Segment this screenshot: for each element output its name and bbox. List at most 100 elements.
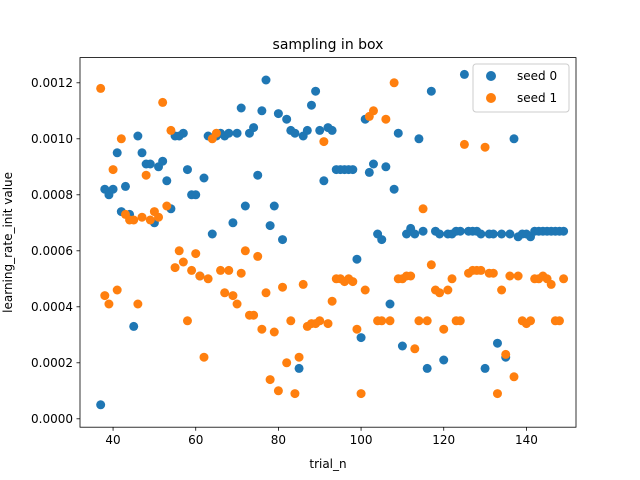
x-tick-label: 120 xyxy=(432,433,455,447)
data-point xyxy=(294,363,304,373)
y-tick-label: 0.0006 xyxy=(31,244,73,258)
data-point xyxy=(257,324,267,334)
data-point xyxy=(311,86,321,96)
y-axis: 0.0000 0.0002 0.0004 0.0006 0.0008 0.0010 0.00… xyxy=(31,76,80,426)
data-point xyxy=(249,310,259,320)
y-tick-label: 0.0008 xyxy=(31,188,73,202)
data-point xyxy=(178,128,188,138)
data-point xyxy=(410,229,420,239)
data-point xyxy=(480,142,490,152)
data-point xyxy=(158,156,168,166)
data-point xyxy=(509,372,519,382)
data-point xyxy=(145,159,155,169)
data-point xyxy=(207,229,217,239)
data-point xyxy=(323,319,333,329)
data-point xyxy=(302,125,312,135)
data-point xyxy=(513,271,523,281)
data-point xyxy=(290,389,300,399)
data-point xyxy=(364,167,374,177)
data-point xyxy=(158,97,168,107)
data-point xyxy=(385,299,395,309)
x-tick-label: 140 xyxy=(515,433,538,447)
series-seed-1 xyxy=(96,78,569,399)
data-point xyxy=(224,128,234,138)
data-point xyxy=(199,352,209,362)
data-point xyxy=(282,358,292,368)
plot-area xyxy=(96,69,569,410)
data-point xyxy=(154,212,164,222)
data-point xyxy=(381,162,391,172)
data-point xyxy=(501,349,511,359)
data-point xyxy=(505,229,515,239)
data-point xyxy=(356,389,366,399)
data-point xyxy=(116,134,126,144)
data-point xyxy=(488,229,498,239)
data-point xyxy=(273,386,283,396)
data-point xyxy=(426,260,436,270)
series-seed-0 xyxy=(96,69,569,410)
data-point xyxy=(141,170,151,180)
data-point xyxy=(195,271,205,281)
data-point xyxy=(253,170,263,180)
data-point xyxy=(298,279,308,289)
data-point xyxy=(559,274,569,284)
data-point xyxy=(447,274,457,284)
data-point xyxy=(191,249,201,259)
data-point xyxy=(422,363,432,373)
data-point xyxy=(505,271,515,281)
data-point xyxy=(455,316,465,326)
data-point xyxy=(203,274,213,284)
axes-frame xyxy=(79,57,577,428)
y-tick-label: 0.0002 xyxy=(31,356,73,370)
data-point xyxy=(455,226,465,236)
data-point xyxy=(368,106,378,116)
legend-label-seed-1: seed 1 xyxy=(517,91,557,105)
data-point xyxy=(476,265,486,275)
data-point xyxy=(278,282,288,292)
data-point xyxy=(120,181,130,191)
data-point xyxy=(145,215,155,225)
data-point xyxy=(348,277,358,287)
data-point xyxy=(360,285,370,295)
data-point xyxy=(269,201,279,211)
data-point xyxy=(459,139,469,149)
data-point xyxy=(406,271,416,281)
data-point xyxy=(435,288,445,298)
data-point xyxy=(240,246,250,256)
data-point xyxy=(377,316,387,326)
data-point xyxy=(273,109,283,119)
data-point xyxy=(546,279,556,289)
data-point xyxy=(526,316,536,326)
data-point xyxy=(112,285,122,295)
data-point xyxy=(385,316,395,326)
data-point xyxy=(220,288,230,298)
data-point xyxy=(108,184,118,194)
x-tick-label: 40 xyxy=(105,433,120,447)
y-tick-label: 0.0012 xyxy=(31,76,73,90)
data-point xyxy=(414,316,424,326)
data-point xyxy=(356,333,366,343)
y-axis-label: learning_rate_init value xyxy=(1,172,15,313)
data-point xyxy=(216,265,226,275)
data-point xyxy=(377,235,387,245)
data-point xyxy=(228,291,238,301)
y-tick-label: 0.0000 xyxy=(31,412,73,426)
data-point xyxy=(170,263,180,273)
data-point xyxy=(187,265,197,275)
data-point xyxy=(133,131,143,141)
y-tick-label: 0.0004 xyxy=(31,300,73,314)
data-point xyxy=(211,128,221,138)
data-point xyxy=(166,125,176,135)
data-point xyxy=(492,389,502,399)
data-point xyxy=(327,296,337,306)
data-point xyxy=(174,246,184,256)
x-tick-label: 60 xyxy=(188,433,203,447)
data-point xyxy=(368,159,378,169)
data-point xyxy=(559,226,569,236)
data-point xyxy=(439,355,449,365)
data-point xyxy=(133,299,143,309)
data-point xyxy=(224,265,234,275)
data-point xyxy=(232,128,242,138)
data-point xyxy=(269,327,279,337)
legend-marker-seed-0 xyxy=(486,71,496,81)
